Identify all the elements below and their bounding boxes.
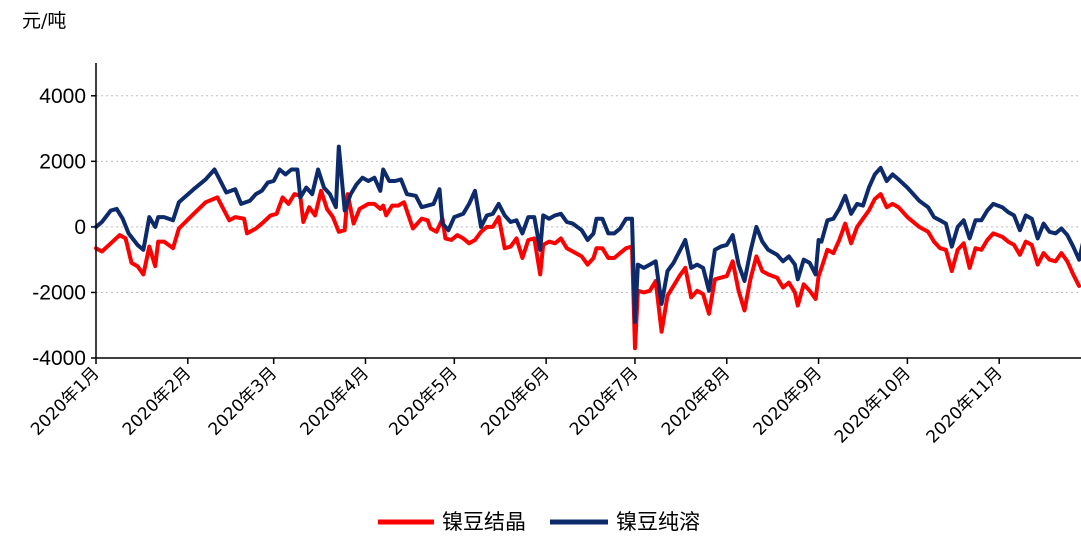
x-tick-label: 2020年6月 [477,363,553,439]
series-line-2 [94,144,1081,324]
x-tick-label: 2020年11月 [923,363,1007,447]
x-axis-ticks: 2020年1月 2020年2月 2020年3月 2020年4月 2020年5月 2020年… [27,358,1007,447]
series-line-1 [94,188,1081,351]
y-tick-label: 4000 [39,85,86,108]
legend-label-1: 镍豆结晶 [442,510,526,534]
y-tick-label: 2000 [39,150,86,173]
x-tick-label: 2020年4月 [297,363,373,439]
x-tick-label: 2020年8月 [658,363,734,439]
series-layer [94,144,1081,351]
y-axis-ticks: 4000 2000 0 -2000 -4000 [32,85,96,370]
legend-label-2: 镍豆纯溶 [616,510,700,534]
y-tick-label: -2000 [32,281,86,304]
y-tick-label: 0 [74,216,86,239]
legend: 镍豆结晶 镍豆纯溶 [378,510,700,534]
x-tick-label: 2020年2月 [119,363,195,439]
unit-label: 元/吨 [22,10,66,32]
x-tick-label: 2020年5月 [385,363,461,439]
x-tick-label: 2020年9月 [750,363,826,439]
x-tick-label: 2020年1月 [27,363,103,439]
x-tick-label: 2020年10月 [831,363,915,447]
x-tick-label: 2020年7月 [566,363,642,439]
x-tick-label: 2020年3月 [205,363,281,439]
y-tick-label: -4000 [32,347,86,370]
